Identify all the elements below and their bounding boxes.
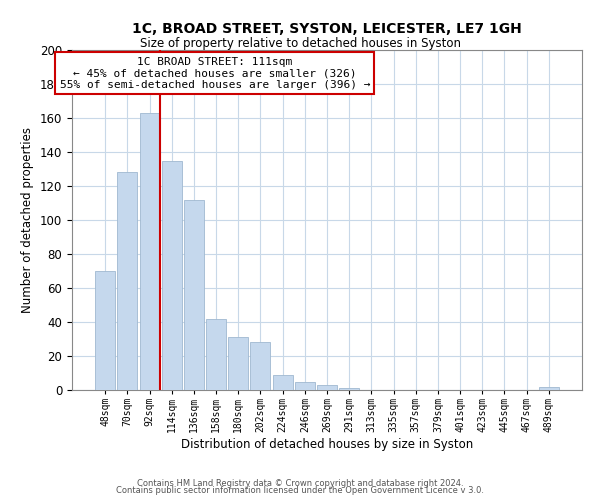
Bar (539, 386, 559, 390)
Text: Contains public sector information licensed under the Open Government Licence v : Contains public sector information licen… (116, 486, 484, 495)
Bar (295, 382, 315, 390)
Bar (184, 200, 204, 390)
Bar (272, 374, 293, 390)
Bar (339, 388, 359, 390)
Title: 1C, BROAD STREET, SYSTON, LEICESTER, LE7 1GH: 1C, BROAD STREET, SYSTON, LEICESTER, LE7… (132, 22, 522, 36)
Bar (118, 172, 137, 390)
Bar (228, 338, 248, 390)
Bar (317, 385, 337, 390)
Text: 1C BROAD STREET: 111sqm
← 45% of detached houses are smaller (326)
55% of semi-d: 1C BROAD STREET: 111sqm ← 45% of detache… (59, 57, 370, 90)
Bar (95, 271, 115, 390)
Y-axis label: Number of detached properties: Number of detached properties (22, 127, 34, 313)
Bar (140, 113, 160, 390)
X-axis label: Distribution of detached houses by size in Syston: Distribution of detached houses by size … (181, 438, 473, 451)
Bar (162, 160, 182, 390)
Text: Size of property relative to detached houses in Syston: Size of property relative to detached ho… (139, 38, 461, 51)
Text: Contains HM Land Registry data © Crown copyright and database right 2024.: Contains HM Land Registry data © Crown c… (137, 478, 463, 488)
Bar (206, 318, 226, 390)
Bar (250, 342, 271, 390)
